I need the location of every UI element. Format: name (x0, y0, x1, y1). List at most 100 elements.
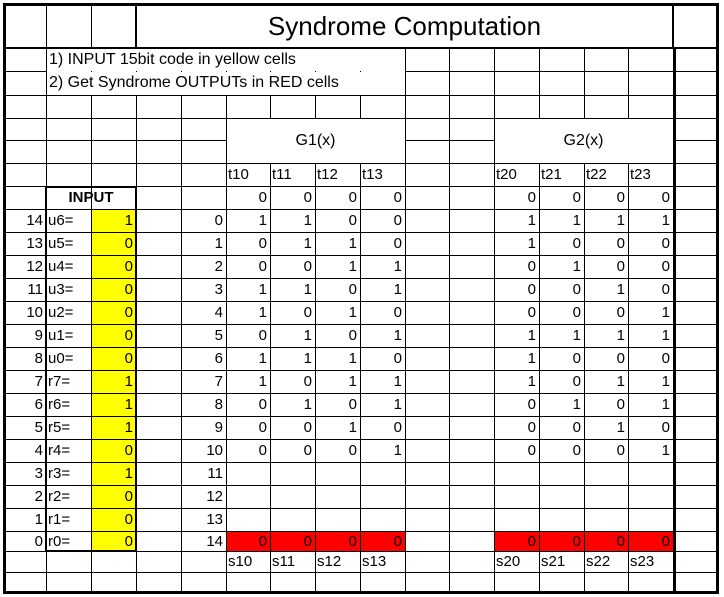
sheet-cell[interactable] (46, 572, 91, 594)
sheet-cell[interactable] (405, 95, 449, 118)
sheet-cell[interactable] (673, 370, 719, 393)
sheet-cell[interactable] (405, 118, 449, 140)
sheet-cell[interactable] (136, 393, 181, 416)
sheet-cell[interactable] (405, 163, 449, 186)
sheet-cell[interactable] (449, 324, 494, 347)
input-bit-cell[interactable]: 0 (91, 324, 136, 347)
sheet-cell[interactable] (136, 485, 181, 508)
sheet-cell[interactable] (181, 163, 226, 186)
sheet-cell[interactable] (46, 551, 91, 572)
input-bit-cell[interactable]: 1 (91, 462, 136, 485)
sheet-cell[interactable] (539, 508, 584, 531)
sheet-cell[interactable] (136, 462, 181, 485)
sheet-cell[interactable] (136, 95, 181, 118)
sheet-cell[interactable] (539, 95, 584, 118)
sheet-cell[interactable] (584, 508, 628, 531)
sheet-cell[interactable] (136, 572, 181, 594)
sheet-cell[interactable] (405, 278, 449, 301)
sheet-cell[interactable] (449, 508, 494, 531)
sheet-cell[interactable] (360, 462, 405, 485)
sheet-cell[interactable] (226, 508, 270, 531)
sheet-cell[interactable] (449, 118, 494, 140)
sheet-cell[interactable] (136, 301, 181, 324)
sheet-cell[interactable] (91, 163, 136, 186)
sheet-cell[interactable] (405, 370, 449, 393)
sheet-cell[interactable] (673, 416, 719, 439)
sheet-cell[interactable] (494, 48, 539, 71)
sheet-cell[interactable] (405, 439, 449, 462)
sheet-cell[interactable] (673, 531, 719, 551)
sheet-cell[interactable] (628, 508, 673, 531)
sheet-cell[interactable] (3, 48, 46, 71)
sheet-cell[interactable] (3, 551, 46, 572)
sheet-cell[interactable] (584, 48, 628, 71)
sheet-cell[interactable] (46, 118, 91, 140)
sheet-cell[interactable] (449, 370, 494, 393)
sheet-cell[interactable] (136, 140, 181, 163)
sheet-cell[interactable] (226, 462, 270, 485)
sheet-cell[interactable] (405, 416, 449, 439)
sheet-cell[interactable] (3, 163, 46, 186)
sheet-cell[interactable] (673, 163, 719, 186)
sheet-cell[interactable] (181, 186, 226, 209)
sheet-cell[interactable] (673, 393, 719, 416)
sheet-cell[interactable] (673, 95, 719, 118)
sheet-cell[interactable] (3, 71, 46, 95)
sheet-cell[interactable] (270, 508, 315, 531)
sheet-cell[interactable] (584, 572, 628, 594)
sheet-cell[interactable] (46, 95, 91, 118)
sheet-cell[interactable] (449, 572, 494, 594)
sheet-cell[interactable] (449, 531, 494, 551)
sheet-cell[interactable] (584, 95, 628, 118)
sheet-cell[interactable] (539, 71, 584, 95)
sheet-cell[interactable] (628, 572, 673, 594)
sheet-cell[interactable] (449, 232, 494, 255)
input-bit-cell[interactable]: 0 (91, 508, 136, 531)
sheet-cell[interactable] (360, 572, 405, 594)
input-bit-cell[interactable]: 0 (91, 347, 136, 370)
sheet-cell[interactable] (449, 462, 494, 485)
sheet-cell[interactable] (3, 186, 46, 209)
sheet-cell[interactable] (539, 48, 584, 71)
sheet-cell[interactable] (449, 278, 494, 301)
sheet-cell[interactable] (46, 140, 91, 163)
sheet-cell[interactable] (315, 95, 360, 118)
sheet-cell[interactable] (673, 48, 719, 71)
input-bit-cell[interactable]: 0 (91, 232, 136, 255)
sheet-cell[interactable] (91, 140, 136, 163)
sheet-cell[interactable] (539, 462, 584, 485)
sheet-cell[interactable] (136, 551, 181, 572)
sheet-cell[interactable] (136, 531, 181, 551)
sheet-cell[interactable] (405, 186, 449, 209)
sheet-cell[interactable] (315, 462, 360, 485)
sheet-cell[interactable] (405, 462, 449, 485)
sheet-cell[interactable] (136, 347, 181, 370)
sheet-cell[interactable] (360, 485, 405, 508)
sheet-cell[interactable] (270, 95, 315, 118)
input-bit-cell[interactable]: 0 (91, 485, 136, 508)
sheet-cell[interactable] (270, 572, 315, 594)
sheet-cell[interactable] (405, 301, 449, 324)
sheet-cell[interactable] (136, 232, 181, 255)
sheet-cell[interactable] (3, 572, 46, 594)
sheet-cell[interactable] (673, 324, 719, 347)
sheet-cell[interactable] (136, 370, 181, 393)
sheet-cell[interactable] (405, 255, 449, 278)
sheet-cell[interactable] (226, 485, 270, 508)
sheet-cell[interactable] (494, 508, 539, 531)
sheet-cell[interactable] (494, 95, 539, 118)
sheet-cell[interactable] (270, 462, 315, 485)
sheet-cell[interactable] (673, 278, 719, 301)
sheet-cell[interactable] (449, 186, 494, 209)
input-bit-cell[interactable]: 0 (91, 255, 136, 278)
sheet-cell[interactable] (181, 551, 226, 572)
sheet-cell[interactable] (405, 572, 449, 594)
sheet-cell[interactable] (136, 439, 181, 462)
sheet-cell[interactable] (673, 71, 719, 95)
sheet-cell[interactable] (449, 209, 494, 232)
input-bit-cell[interactable]: 1 (91, 209, 136, 232)
sheet-cell[interactable] (136, 324, 181, 347)
sheet-cell[interactable] (449, 255, 494, 278)
sheet-cell[interactable] (405, 71, 449, 95)
sheet-cell[interactable] (673, 140, 719, 163)
